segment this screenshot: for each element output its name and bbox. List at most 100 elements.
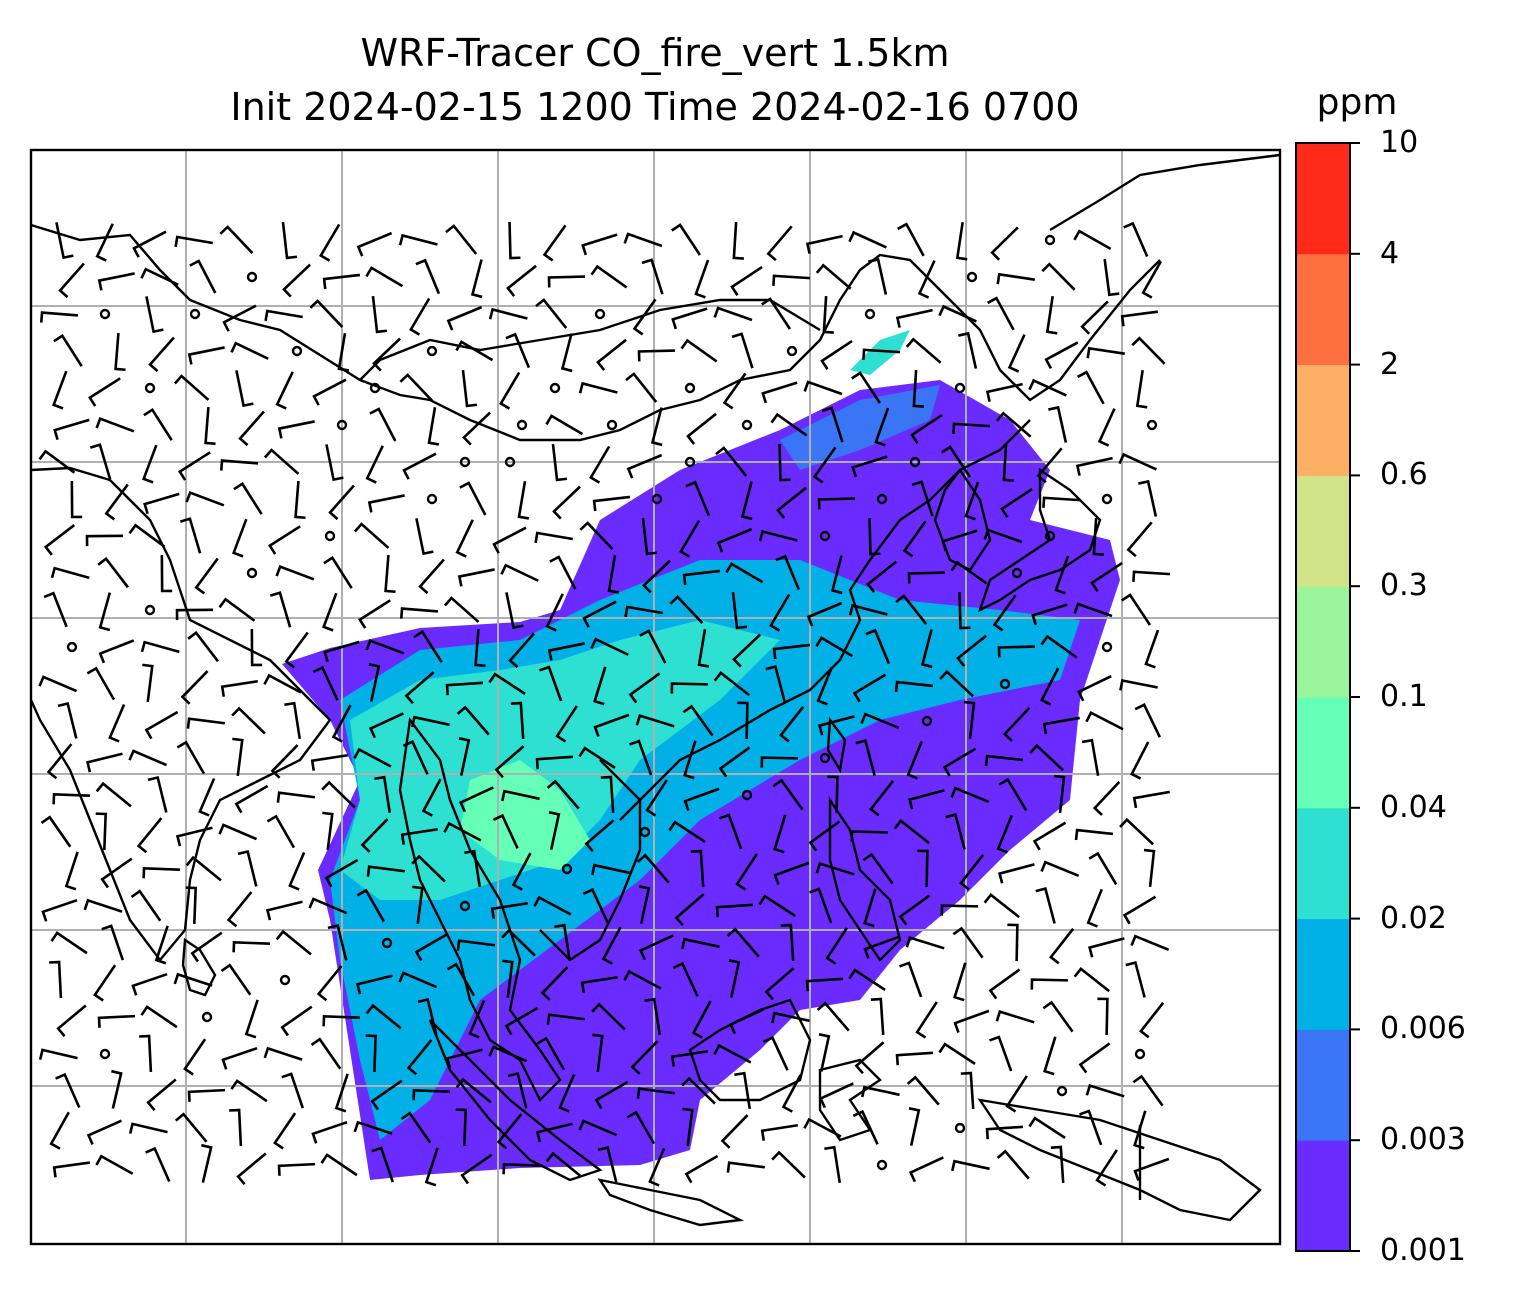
colorbar-segment <box>1296 1140 1350 1252</box>
wind-barb <box>983 893 1020 919</box>
wind-barb <box>851 371 882 404</box>
wind-barb <box>492 813 519 849</box>
wind-barb <box>41 898 78 922</box>
wind-barb <box>218 823 258 841</box>
wind-barb <box>772 643 811 660</box>
wind-barb <box>697 629 710 668</box>
wind-barb <box>730 265 763 296</box>
wind-barb <box>277 420 315 439</box>
wind-barb <box>70 480 83 519</box>
wind-barb <box>771 1150 806 1179</box>
wind-barb <box>187 630 219 663</box>
wind-barb <box>322 811 334 851</box>
calm-wind-circle <box>999 678 1011 690</box>
wind-barb <box>1125 961 1146 998</box>
wind-barb <box>312 378 347 406</box>
wind-barb <box>734 1071 752 1109</box>
wind-barb <box>644 997 662 1035</box>
calm-wind-circle <box>561 863 573 875</box>
colorbar-tick-label: 0.1 <box>1380 679 1428 714</box>
wind-barb <box>284 701 302 739</box>
wind-barb <box>446 962 476 997</box>
wind-barb <box>281 1072 305 1109</box>
colorbar-tick-label: 2 <box>1380 346 1400 382</box>
wind-barb <box>173 374 210 401</box>
wind-barb <box>816 666 834 706</box>
wind-barb <box>52 792 91 805</box>
wind-barb <box>815 862 855 876</box>
wind-barb <box>334 1073 349 1113</box>
wind-barb <box>319 223 341 262</box>
wind-barb <box>868 257 888 295</box>
calm-wind-circle <box>1101 641 1113 653</box>
wind-barb <box>368 712 404 739</box>
wind-barb <box>185 855 222 882</box>
wind-barb <box>185 886 198 925</box>
wind-barb <box>179 517 202 554</box>
calm-wind-circle <box>144 382 156 394</box>
wind-barb <box>46 743 73 780</box>
wind-barb <box>910 413 943 444</box>
wind-barb <box>920 629 933 669</box>
wind-barb <box>1054 555 1070 595</box>
wind-barb <box>852 1109 879 1145</box>
wind-barb <box>140 640 180 654</box>
wind-barb <box>732 221 744 260</box>
wind-barb <box>905 936 945 950</box>
wind-barb <box>737 701 749 740</box>
tracer-region-north-strip <box>780 385 940 470</box>
wind-barb <box>780 923 795 962</box>
wind-barb <box>1077 370 1105 405</box>
wind-barb <box>830 555 843 595</box>
wind-barb <box>1048 405 1068 443</box>
wind-barb <box>418 558 445 595</box>
wind-barb <box>1040 634 1078 659</box>
wind-barb <box>176 740 206 775</box>
wind-barb <box>101 924 125 961</box>
map-title-line1: WRF-Tracer CO_fire_vert 1.5km <box>360 31 950 75</box>
wind-barb <box>371 295 388 334</box>
calm-wind-circle <box>966 271 978 283</box>
wind-barb <box>55 1072 81 1108</box>
wind-barb <box>803 1117 842 1138</box>
wind-barb <box>131 972 168 996</box>
wind-barb <box>592 495 631 512</box>
wind-barb <box>686 412 717 445</box>
wind-barb <box>502 959 514 999</box>
wind-barb <box>908 1107 921 1146</box>
wind-barb <box>624 605 663 618</box>
wind-barb <box>805 977 844 992</box>
colorbar-tick-label: 4 <box>1380 235 1400 271</box>
calm-wind-circle <box>459 900 471 912</box>
wind-barb <box>128 749 168 767</box>
wind-barb <box>597 1145 618 1183</box>
colorbar-segment <box>1296 586 1350 698</box>
wind-barb <box>898 894 931 926</box>
wind-barb <box>114 332 126 372</box>
wind-barb <box>445 1048 483 1069</box>
wind-barb <box>402 739 429 775</box>
wind-barb <box>178 451 211 481</box>
wind-barb <box>97 1014 136 1028</box>
wind-barb <box>365 639 405 655</box>
wind-barb <box>636 853 670 884</box>
wind-barb <box>455 340 494 362</box>
coastline-sri-lanka <box>181 937 217 997</box>
wind-barb <box>549 555 577 590</box>
wind-barb <box>508 632 535 669</box>
wind-barb <box>818 1033 831 1072</box>
wind-barb <box>938 304 977 323</box>
wind-barb <box>775 554 801 591</box>
calm-wind-circle <box>876 493 888 505</box>
wind-barb <box>1135 370 1148 409</box>
wind-barb <box>98 592 112 632</box>
wind-barb <box>769 593 791 632</box>
wind-barb <box>415 518 434 556</box>
wind-barb <box>905 337 942 364</box>
wind-barb <box>1141 260 1163 299</box>
wind-barb <box>443 596 480 623</box>
wind-barb <box>547 642 585 661</box>
wind-barb <box>1097 997 1109 1036</box>
wind-barb <box>548 811 561 850</box>
